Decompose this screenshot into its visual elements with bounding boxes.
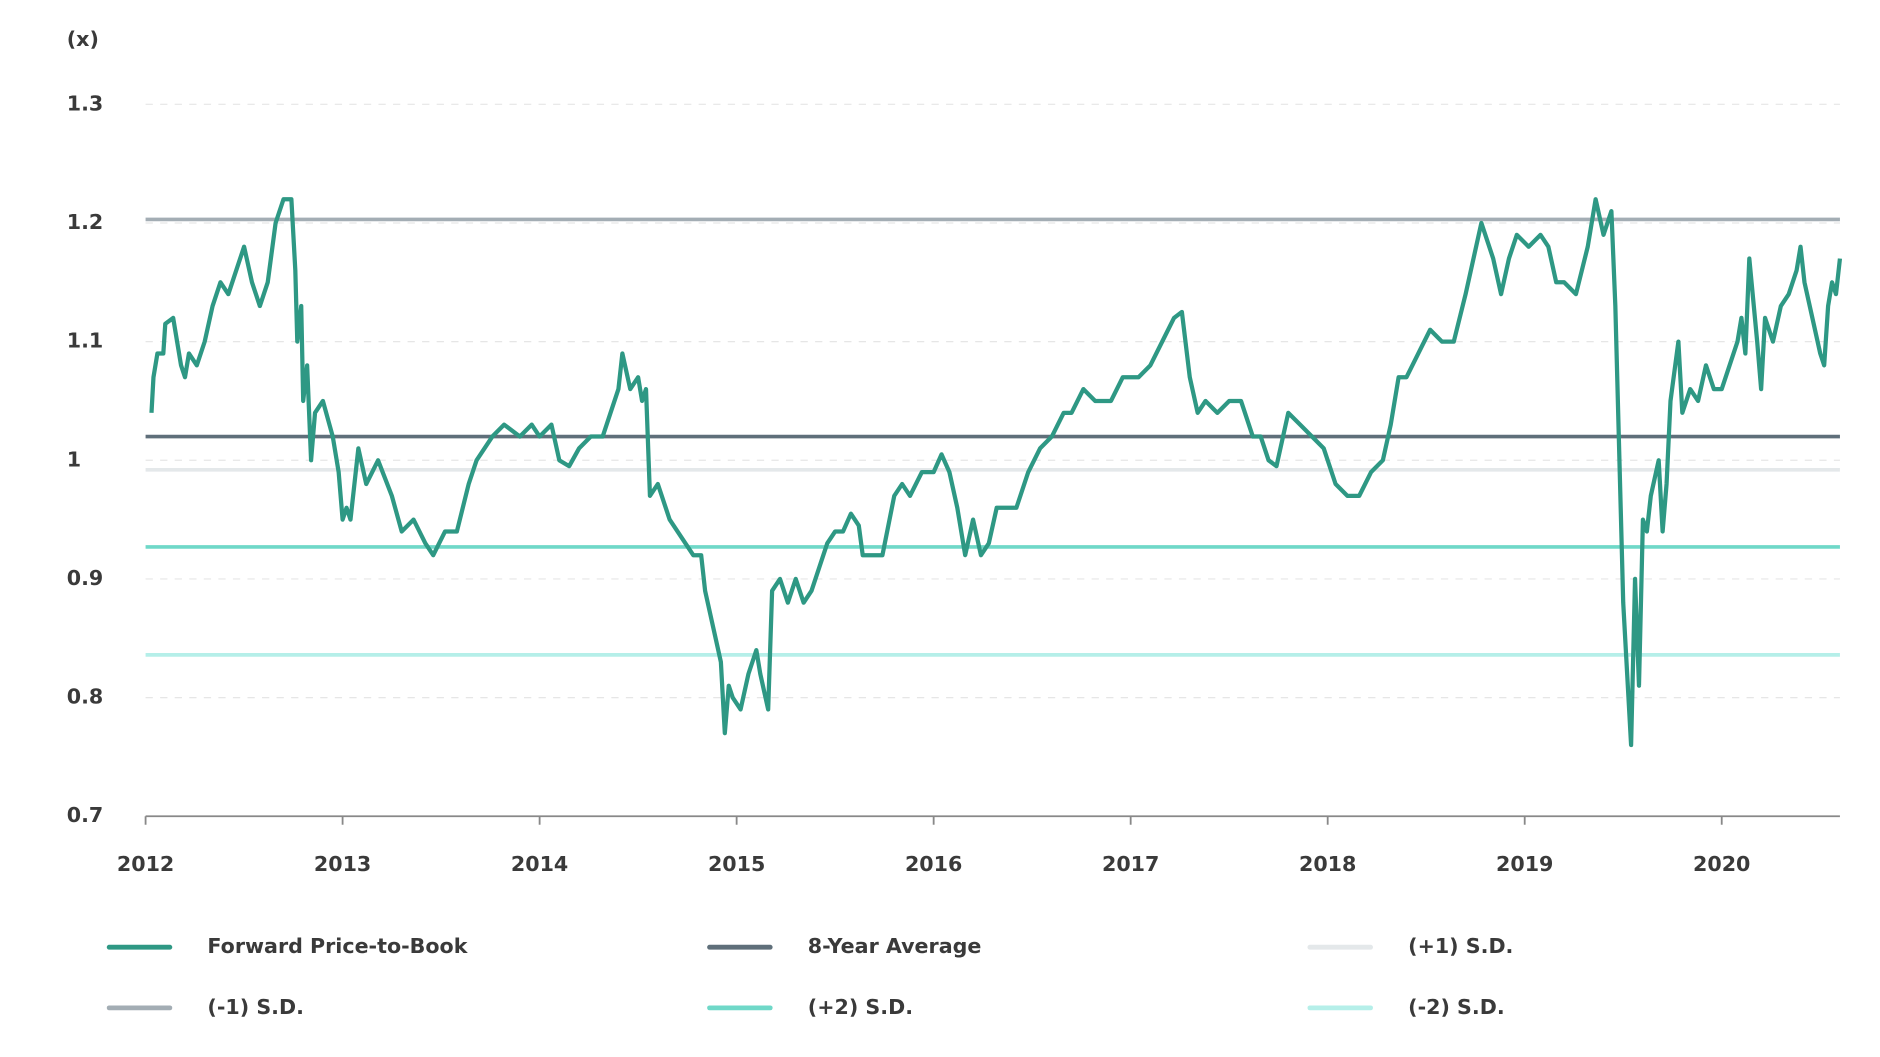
- legend-label: Forward Price-to-Book: [207, 934, 468, 958]
- y-tick-label: 1.3: [67, 91, 104, 115]
- x-tick-label: 2015: [708, 852, 765, 876]
- y-tick-label: 0.7: [67, 803, 104, 827]
- y-tick-label: 1: [67, 447, 81, 471]
- x-tick-label: 2020: [1693, 852, 1750, 876]
- y-tick-label: 1.2: [67, 210, 104, 234]
- y-tick-label: 0.8: [67, 685, 104, 709]
- y-tick-label: 1.1: [67, 329, 104, 353]
- legend-label: (+1) S.D.: [1408, 934, 1513, 958]
- x-tick-label: 2012: [117, 852, 174, 876]
- legend-label: (-1) S.D.: [207, 995, 304, 1019]
- legend-label: 8-Year Average: [808, 934, 982, 958]
- x-tick-label: 2019: [1496, 852, 1553, 876]
- y-tick-label: 0.9: [67, 566, 104, 590]
- x-tick-label: 2018: [1299, 852, 1356, 876]
- data-line: [149, 197, 1843, 748]
- x-tick-label: 2014: [511, 852, 568, 876]
- y-unit-label: (x): [67, 27, 99, 51]
- x-tick-label: 2013: [314, 852, 371, 876]
- x-tick-label: 2016: [905, 852, 962, 876]
- legend-label: (+2) S.D.: [808, 995, 913, 1019]
- legend-label: (-2) S.D.: [1408, 995, 1505, 1019]
- x-tick-label: 2017: [1102, 852, 1159, 876]
